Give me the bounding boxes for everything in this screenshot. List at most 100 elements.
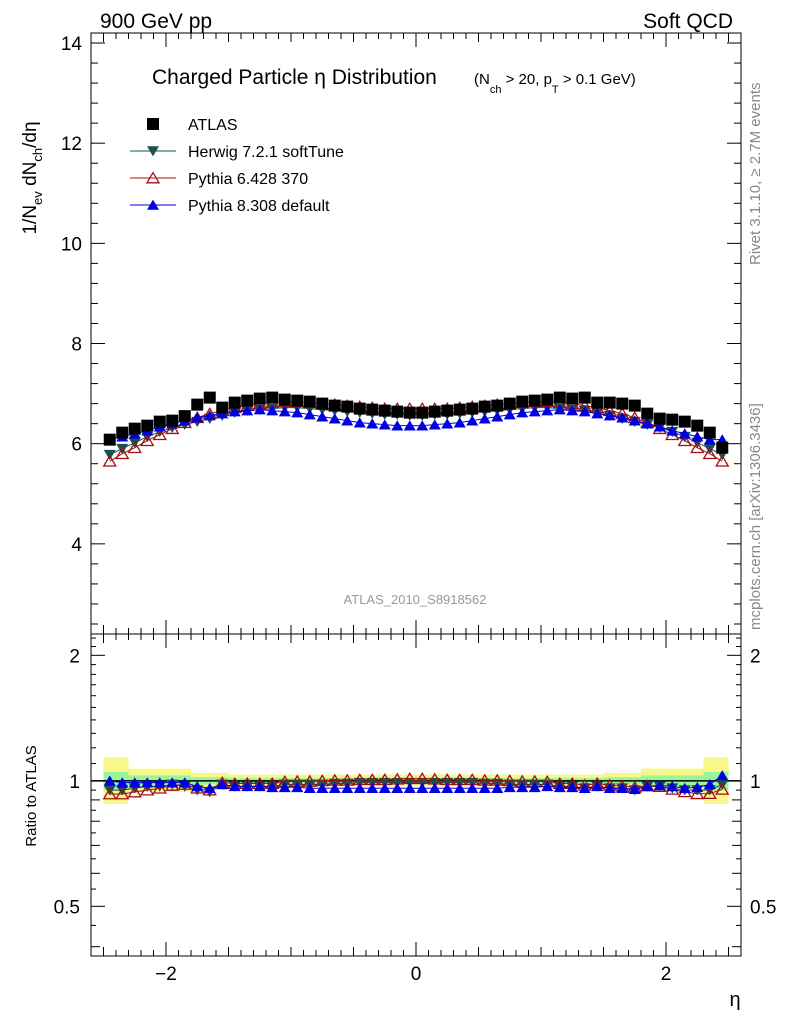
legend-label-0: ATLAS: [188, 117, 238, 134]
main-point-s2-4: [152, 427, 167, 441]
header-left-label: 900 GeV pp: [100, 10, 212, 33]
ratio-point-s1-49: [715, 782, 730, 795]
ratio-y-tick-label-right: 1: [750, 772, 761, 793]
main-point-s0-25: [416, 406, 429, 419]
ratio-point-s2-23: [391, 782, 404, 794]
series-line-1: [109, 407, 723, 456]
main-point-s0-23: [391, 405, 404, 418]
main-point-s0-19: [341, 400, 354, 413]
main-point-s0-43: [641, 407, 654, 420]
ratio-point-s2-29: [466, 782, 479, 794]
main-point-s3-7: [191, 412, 204, 423]
ratio-point-s2-38: [578, 782, 591, 794]
cut-sub-t: T: [552, 84, 559, 96]
main-point-s2-1: [115, 447, 130, 460]
main-point-s3-24: [403, 420, 416, 431]
ratio-point-s0-1: [116, 785, 129, 796]
legend-marker-3: [147, 199, 159, 210]
main-point-s0-37: [566, 392, 579, 405]
main-point-s3-27: [441, 418, 454, 429]
main-point-s0-17: [316, 397, 329, 410]
ratio-point-s2-3: [141, 777, 154, 788]
main-point-s3-41: [616, 412, 629, 423]
x-tick-label: 0: [411, 964, 422, 985]
main-y-axis-label: 1/Nev dNch/dη: [20, 121, 45, 234]
ratio-point-s2-35: [541, 780, 554, 792]
main-point-s0-22: [378, 404, 391, 417]
main-point-s0-26: [428, 405, 441, 418]
main-point-s0-21: [366, 403, 379, 416]
main-point-s0-3: [141, 419, 154, 432]
main-point-s0-9: [216, 401, 229, 414]
main-point-s0-15: [291, 394, 304, 407]
ratio-point-s2-30: [478, 782, 491, 794]
main-point-s0-34: [528, 394, 541, 407]
main-point-s3-10: [228, 406, 241, 417]
main-point-s0-31: [491, 399, 504, 412]
ratio-point-s2-20: [353, 782, 366, 794]
ratio-point-s2-21: [366, 782, 379, 794]
ratio-y-tick-label-right: 2: [750, 646, 761, 667]
main-point-s3-8: [203, 410, 216, 421]
rivet-info-text: Rivet 3.1.10, ≥ 2.7M events: [747, 83, 764, 266]
ratio-point-s2-48: [703, 779, 716, 790]
cut-part-3: > 0.1 GeV): [559, 71, 636, 88]
y-tick-label: 12: [61, 134, 82, 155]
ratio-plot-frame: [90, 633, 742, 957]
main-point-s3-13: [266, 405, 279, 416]
y-tick-label: 6: [71, 435, 82, 456]
main-point-s3-44: [653, 421, 666, 432]
main-point-s3-19: [341, 415, 354, 426]
ratio-point-s2-8: [203, 782, 216, 794]
ratio-point-s2-18: [328, 782, 341, 794]
main-point-s3-29: [466, 415, 479, 426]
ratio-point-s1-1: [115, 787, 130, 800]
main-point-s2-3: [140, 433, 155, 447]
main-point-s0-29: [466, 402, 479, 415]
ratio-point-s2-25: [416, 782, 429, 794]
y-tick-label: 14: [61, 34, 83, 55]
main-point-s3-36: [553, 404, 566, 415]
main-point-s0-18: [328, 399, 341, 412]
main-point-s0-2: [128, 422, 141, 435]
main-point-s3-26: [428, 419, 441, 430]
main-point-s3-48: [703, 434, 716, 445]
legend-marker-1: [147, 146, 159, 157]
x-tick-label: 2: [661, 964, 672, 985]
legend: ATLAS Herwig 7.2.1 softTune Pythia 6.428 3…: [130, 117, 344, 215]
legend-marker-0: [147, 118, 159, 130]
main-point-s0-7: [191, 398, 204, 411]
main-point-s3-30: [478, 413, 491, 424]
ratio-point-s2-19: [341, 782, 354, 794]
main-point-s3-33: [516, 407, 529, 418]
header-right-label: Soft QCD: [643, 10, 733, 33]
main-point-s0-20: [353, 402, 366, 415]
ratio-point-s2-9: [216, 779, 229, 790]
ratio-point-s2-5: [166, 777, 179, 788]
ratio-point-s1-2: [127, 785, 142, 798]
plot-title-cuts: (Nch > 20, pT > 0.1 GeV): [474, 71, 636, 96]
main-point-s0-39: [591, 396, 604, 409]
main-point-s3-37: [566, 405, 579, 416]
main-point-s3-46: [678, 428, 691, 439]
analysis-watermark: ATLAS_2010_S8918562: [344, 592, 487, 607]
main-point-s3-23: [391, 420, 404, 431]
ratio-point-s2-16: [303, 782, 316, 794]
ratio-y-axis-label: Ratio to ATLAS: [23, 745, 40, 846]
main-point-s3-11: [241, 405, 254, 416]
main-point-s0-49: [716, 441, 729, 454]
ratio-point-s2-1: [116, 777, 129, 788]
ratio-point-s2-11: [241, 780, 254, 792]
ratio-point-s2-15: [291, 781, 304, 793]
ratio-point-s1-4: [152, 781, 167, 794]
main-point-s0-1: [116, 426, 129, 439]
ratio-point-s2-32: [503, 781, 516, 793]
main-point-s0-27: [441, 404, 454, 417]
legend-label-1: Herwig 7.2.1 softTune: [188, 144, 344, 161]
ratio-point-s2-17: [316, 782, 329, 794]
main-point-s3-38: [578, 406, 591, 417]
main-point-s0-6: [178, 410, 191, 423]
main-point-s3-35: [541, 405, 554, 416]
ratio-point-s2-40: [603, 782, 616, 794]
main-point-s0-8: [203, 391, 216, 404]
